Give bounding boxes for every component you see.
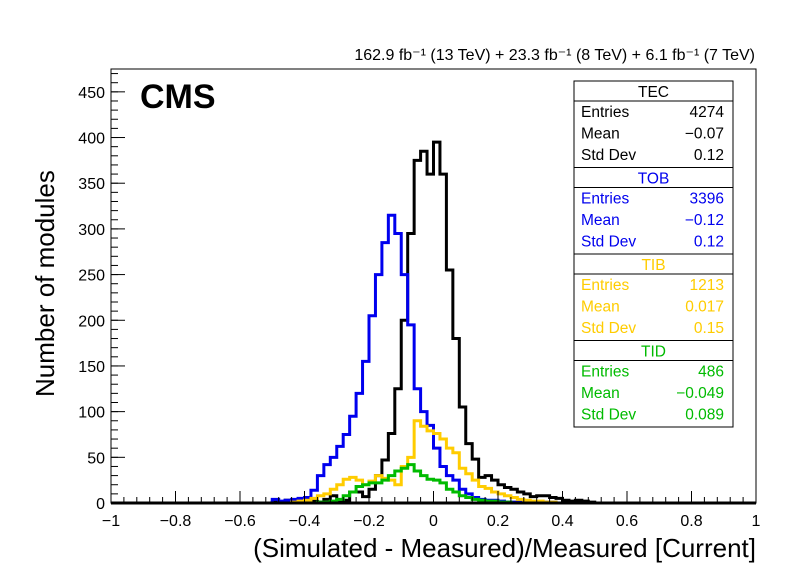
histogram-lines (270, 140, 597, 505)
histogram-tib (272, 419, 595, 505)
stats-body-bg (573, 273, 734, 341)
stats-title: TOB (638, 171, 670, 188)
stats-row-label: Std Dev (581, 320, 636, 337)
stats-row-value: 0.017 (685, 299, 724, 316)
stats-row-label: Mean (581, 385, 620, 402)
x-tick-label: −0.2 (353, 513, 385, 530)
stats-row-value: 0.12 (694, 234, 724, 251)
stats-row-value: 0.089 (685, 407, 724, 424)
x-tick-label: −1 (102, 513, 120, 530)
stats-row-value: 1213 (690, 277, 724, 294)
y-axis-title: Number of modules (30, 170, 60, 397)
stats-row-label: Std Dev (581, 407, 636, 424)
stats-row-label: Std Dev (581, 147, 636, 164)
y-tick-label: 200 (78, 313, 105, 330)
y-tick-label: 0 (96, 496, 105, 513)
experiment-label: CMS (140, 78, 216, 116)
x-tick-label: 0.2 (487, 513, 509, 530)
y-tick-label: 250 (78, 268, 105, 285)
stats-row-value: 0.12 (694, 147, 724, 164)
stats-body-bg (573, 360, 734, 428)
x-tick-label: 1 (752, 513, 761, 530)
stats-title: TID (641, 344, 666, 361)
y-tick-label: 300 (78, 222, 105, 239)
stats-row-label: Mean (581, 212, 620, 229)
stats-row-label: Entries (581, 104, 629, 121)
x-tick-label: 0.4 (551, 513, 573, 530)
stats-row-value: 0.15 (694, 320, 724, 337)
x-axis-title: (Simulated - Measured)/Measured [Current… (253, 533, 756, 563)
stats-row-value: −0.12 (685, 212, 724, 229)
stats-boxes: TEC Entries 4274 Mean −0.07 Std Dev 0.12 TOB Ent… (573, 80, 734, 428)
stats-row-value: 3396 (690, 191, 724, 208)
histogram-tob (270, 213, 595, 505)
x-tick-label: −0.8 (160, 513, 192, 530)
y-tick-label: 100 (78, 405, 105, 422)
stats-row-label: Mean (581, 126, 620, 143)
stats-row-value: −0.049 (676, 385, 724, 402)
stats-box-tid: TID Entries 486 Mean −0.049 Std Dev 0.089 (573, 340, 734, 428)
stats-row-value: 4274 (690, 104, 725, 121)
y-tick-label: 450 (78, 85, 105, 102)
stats-row-label: Entries (581, 364, 629, 381)
stats-box-tec: TEC Entries 4274 Mean −0.07 Std Dev 0.12 (573, 80, 734, 168)
stats-row-value: −0.07 (685, 126, 724, 143)
stats-box-tob: TOB Entries 3396 Mean −0.12 Std Dev 0.12 (573, 167, 734, 255)
luminosity-title: 162.9 fb⁻¹ (13 TeV) + 23.3 fb⁻¹ (8 TeV) … (354, 47, 755, 64)
y-tick-label: 400 (78, 131, 105, 148)
x-tick-label: 0 (429, 513, 438, 530)
stats-title: TEC (638, 84, 669, 101)
stats-frame (573, 80, 734, 428)
x-tick-label: −0.4 (289, 513, 321, 530)
stats-row-label: Entries (581, 277, 629, 294)
stats-row-label: Entries (581, 191, 629, 208)
y-tick-label: 150 (78, 359, 105, 376)
y-tick-label: 50 (87, 450, 105, 467)
stats-row-label: Std Dev (581, 234, 636, 251)
stats-box-tib: TIB Entries 1213 Mean 0.017 Std Dev 0.15 (573, 253, 734, 341)
stats-row-label: Mean (581, 299, 620, 316)
axes: −1 −0.8 −0.6 −0.4 −0.2 0 0.2 0.4 0.6 0.8 1 0 50 100 15… (78, 73, 761, 530)
x-tick-label: 0.8 (680, 513, 702, 530)
stats-row-value: 486 (698, 364, 724, 381)
stats-title: TIB (641, 257, 665, 274)
x-tick-label: −0.6 (224, 513, 256, 530)
y-tick-label: 350 (78, 176, 105, 193)
x-tick-label: 0.6 (616, 513, 638, 530)
